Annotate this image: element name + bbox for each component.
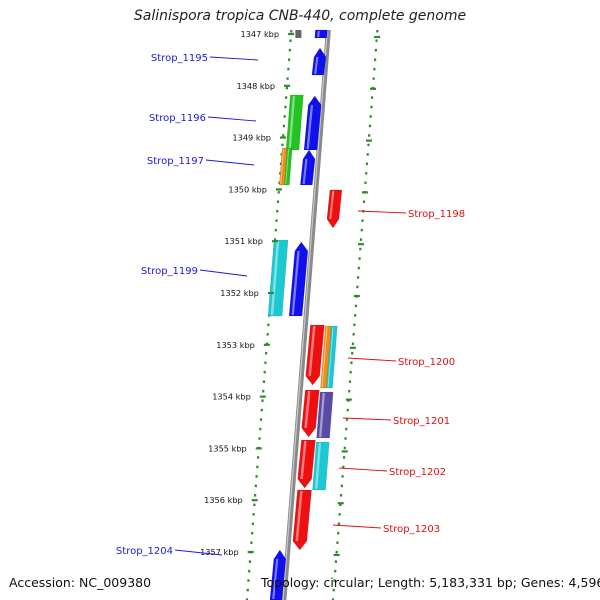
gene-label-leader-4 <box>357 210 407 214</box>
kbp-tick-label-1356: 1356 kbp <box>204 495 243 505</box>
gene-feature-sheen-6 <box>285 148 290 185</box>
gene-feature-6 <box>283 147 293 186</box>
gene-feature-11 <box>305 324 325 386</box>
gene-label-9[interactable]: Strop_1203 <box>383 524 440 535</box>
gene-label-leader-1 <box>209 56 259 61</box>
backbone-line <box>281 29 331 600</box>
backbone-cap <box>295 30 302 38</box>
kbp-tick-label-1351: 1351 kbp <box>224 236 263 246</box>
kbp-tick-label-1354: 1354 kbp <box>212 392 251 402</box>
gene-feature-1 <box>314 29 328 39</box>
kbp-tick-label-1348: 1348 kbp <box>236 81 275 91</box>
gene-feature-17 <box>312 441 330 491</box>
gene-label-leader-3 <box>205 159 255 166</box>
gene-feature-2 <box>311 47 327 76</box>
gene-label-leader-2 <box>207 116 257 122</box>
gene-feature-10 <box>288 241 309 317</box>
gene-feature-sheen-5 <box>280 148 285 185</box>
gene-feature-sheen-19 <box>272 558 279 600</box>
gene-feature-sheen-1 <box>317 30 320 38</box>
gene-feature-sheen-17 <box>314 442 322 490</box>
kbp-tick-label-1353: 1353 kbp <box>216 340 255 350</box>
gene-feature-sheen-15 <box>319 392 325 438</box>
gene-feature-sheen-13 <box>327 326 334 388</box>
gene-feature-3 <box>285 94 304 151</box>
gene-feature-16 <box>297 439 316 489</box>
genome-title: Salinispora tropica CNB-440, complete ge… <box>133 8 467 24</box>
gene-feature-sheen-8 <box>329 190 335 220</box>
gene-label-leader-6 <box>347 357 397 362</box>
gene-label-1[interactable]: Strop_1195 <box>151 53 208 64</box>
gene-feature-13 <box>326 325 338 389</box>
gene-label-6[interactable]: Strop_1200 <box>398 357 455 368</box>
gene-feature-sheen-2 <box>314 56 319 75</box>
gene-feature-sheen-7 <box>302 158 308 185</box>
gene-feature-14 <box>301 389 320 438</box>
gene-label-3[interactable]: Strop_1197 <box>147 156 204 167</box>
backbone-highlight <box>282 29 328 600</box>
gene-feature-sheen-12 <box>321 326 328 388</box>
gene-feature-9 <box>267 239 289 317</box>
genome-stats-text: Topology: circular; Length: 5,183,331 bp… <box>261 575 600 590</box>
gene-feature-sheen-11 <box>308 325 316 377</box>
gene-label-7[interactable]: Strop_1201 <box>393 416 450 427</box>
accession-text: Accession: NC_009380 <box>9 575 152 590</box>
gene-feature-sheen-3 <box>288 95 296 150</box>
kbp-tick-label-1352: 1352 kbp <box>220 288 259 298</box>
kbp-tick-label-1355: 1355 kbp <box>208 443 247 453</box>
gene-label-10[interactable]: Strop_1204 <box>116 546 173 557</box>
kbp-tick-label-1347: 1347 kbp <box>241 29 280 39</box>
gene-feature-sheen-4 <box>306 104 314 150</box>
gene-label-8[interactable]: Strop_1202 <box>389 467 446 478</box>
gene-label-2[interactable]: Strop_1196 <box>149 113 206 124</box>
right-guide <box>331 29 379 600</box>
gene-feature-8 <box>326 189 343 229</box>
kbp-tick-label-1350: 1350 kbp <box>228 184 267 194</box>
gene-labels[interactable]: Strop_1195 Strop_1196 Strop_1197 Strop_1198… <box>116 53 465 557</box>
gene-label-leader-10 <box>174 549 223 556</box>
gene-label-5[interactable]: Strop_1199 <box>141 266 198 277</box>
gene-feature-18 <box>292 489 312 551</box>
gene-feature-4 <box>303 95 322 151</box>
kbp-tick-label-1349: 1349 kbp <box>232 133 271 143</box>
gene-features <box>267 29 343 600</box>
gene-feature-19 <box>269 549 287 600</box>
gene-feature-sheen-10 <box>291 250 300 316</box>
gene-label-leader-9 <box>332 524 382 529</box>
gene-feature-sheen-16 <box>300 440 307 480</box>
gene-label-4[interactable]: Strop_1198 <box>408 209 465 220</box>
kbp-scale: 1347 kbp 1348 kbp 1349 kbp 1350 kbp 1351 kbp… <box>200 29 381 557</box>
gene-label-leader-8 <box>338 467 388 472</box>
gene-feature-15 <box>316 391 334 439</box>
gene-feature-7 <box>299 149 316 186</box>
gene-feature-sheen-14 <box>304 390 311 429</box>
gene-feature-sheen-18 <box>295 490 303 542</box>
gene-label-leader-7 <box>342 417 392 421</box>
gene-label-leader-5 <box>199 269 248 277</box>
gene-feature-sheen-9 <box>270 240 280 316</box>
kbp-tick-label-1357: 1357 kbp <box>200 547 239 557</box>
genome-backbone <box>281 29 331 600</box>
